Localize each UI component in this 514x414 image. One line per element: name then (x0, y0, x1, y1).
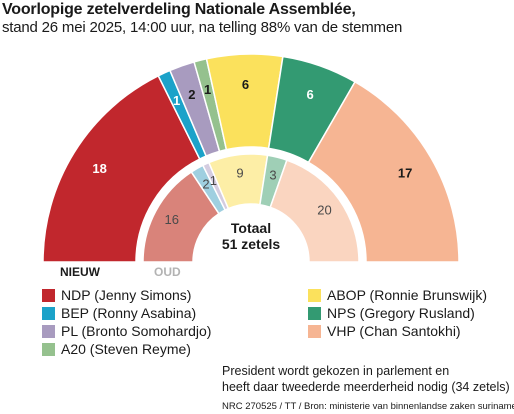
legend-swatch (42, 324, 55, 338)
total-label-line2: 51 zetels (222, 236, 281, 252)
nieuw-segment-vhp (307, 80, 460, 263)
legend-label: VHP (Chan Santokhi) (327, 323, 461, 339)
legend-item-a20: A20 (Steven Reyme) (42, 341, 191, 357)
note: President wordt gekozen in parlement en … (222, 363, 510, 395)
legend-item-nps: NPS (Gregory Rusland) (308, 305, 475, 321)
nieuw-segment-ndp (42, 74, 201, 263)
oud-segment-label-nps: 3 (269, 167, 276, 182)
oud-segment-label-pl: 1 (210, 173, 217, 188)
total-label-line1: Totaal (231, 220, 271, 236)
legend-label: NDP (Jenny Simons) (61, 287, 192, 303)
legend-swatch (42, 288, 55, 302)
chart-subtitle: stand 26 mei 2025, 14:00 uur, na telling… (2, 19, 403, 36)
series-label-oud: OUD (154, 265, 181, 279)
oud-segment-label-abop: 9 (236, 165, 243, 180)
legend-label: NPS (Gregory Rusland) (327, 305, 475, 321)
legend-swatch (308, 306, 321, 320)
oud-segment-vhp (269, 159, 360, 263)
chart-title: Voorlopige zetelverdeling Nationale Asse… (2, 1, 356, 18)
nieuw-segment-label-pl: 2 (188, 87, 195, 102)
legend-item-pl: PL (Bronto Somohardjo) (42, 323, 211, 339)
nieuw-segment-label-nps: 6 (307, 87, 314, 102)
source-credit: NRC 270525 / TT / Bron: ministerie van b… (222, 401, 514, 412)
legend-item-abop: ABOP (Ronnie Brunswijk) (308, 287, 487, 303)
legend-item-bep: BEP (Ronny Asabina) (42, 305, 196, 321)
note-line1: President wordt gekozen in parlement en (222, 364, 450, 378)
legend-swatch (42, 342, 55, 356)
legend-label: PL (Bronto Somohardjo) (61, 323, 212, 339)
legend-item-ndp: NDP (Jenny Simons) (42, 287, 191, 303)
legend-swatch (308, 324, 321, 338)
oud-segment-label-bep: 2 (202, 177, 209, 192)
legend-label: BEP (Ronny Asabina) (61, 305, 197, 321)
nieuw-segment-label-vhp: 17 (398, 166, 412, 181)
note-line2: heeft daar tweederde meerderheid nodig (… (222, 380, 510, 394)
legend-swatch (42, 306, 55, 320)
legend-item-vhp: VHP (Chan Santokhi) (308, 323, 461, 339)
nieuw-segment-label-bep: 1 (173, 93, 180, 108)
legend-label: ABOP (Ronnie Brunswijk) (327, 287, 488, 303)
nieuw-segment-label-a20: 1 (204, 82, 211, 97)
nieuw-segment-label-ndp: 18 (92, 161, 106, 176)
oud-segment-label-ndp: 16 (164, 212, 178, 227)
nieuw-segment-label-abop: 6 (242, 77, 249, 92)
oud-segment-label-vhp: 20 (317, 203, 331, 218)
legend-swatch (308, 288, 321, 302)
inner-ring-oud: 16 2 1 9 3 20 (142, 153, 360, 263)
legend-label: A20 (Steven Reyme) (61, 341, 191, 357)
series-label-nieuw: NIEUW (60, 265, 101, 279)
legend: NDP (Jenny Simons) BEP (Ronny Asabina) PL … (42, 287, 512, 367)
